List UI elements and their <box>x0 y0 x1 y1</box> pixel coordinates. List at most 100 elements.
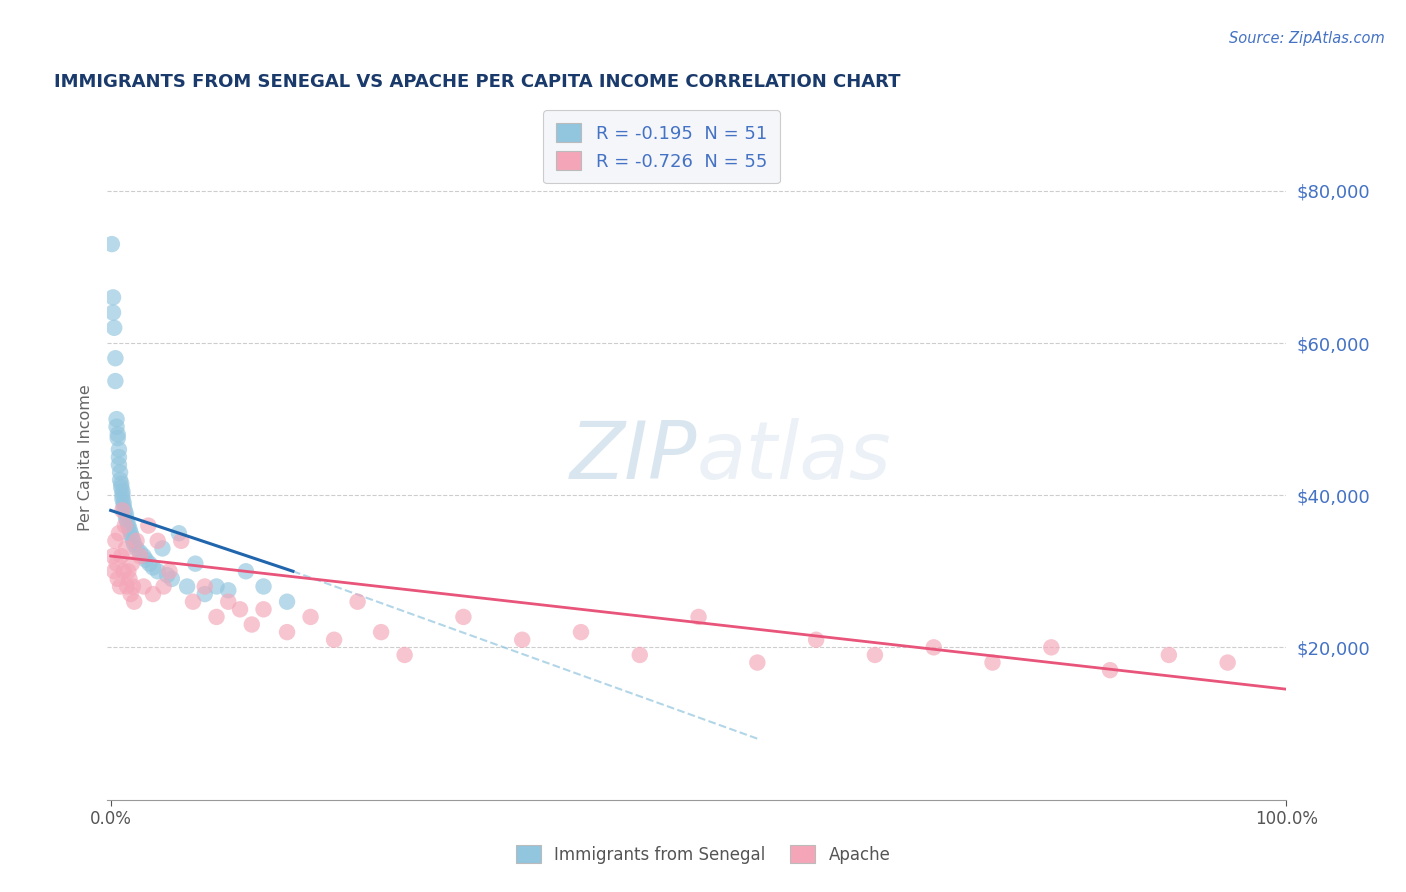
Point <box>111 491 134 506</box>
Point <box>217 583 239 598</box>
Point <box>240 617 263 632</box>
Point <box>111 503 134 517</box>
Point <box>108 442 131 457</box>
Point <box>510 632 533 647</box>
Point <box>118 523 141 537</box>
Point <box>122 579 145 593</box>
Point <box>142 587 165 601</box>
Legend: R = -0.195  N = 51, R = -0.726  N = 55: R = -0.195 N = 51, R = -0.726 N = 55 <box>543 110 779 183</box>
Point <box>142 560 165 574</box>
Point <box>103 320 125 334</box>
Point <box>108 473 131 487</box>
Point <box>114 503 136 517</box>
Point <box>394 648 416 662</box>
Point <box>132 549 155 563</box>
Point <box>146 564 169 578</box>
Point <box>112 500 135 514</box>
Point <box>276 595 298 609</box>
Text: ZIP: ZIP <box>569 418 697 496</box>
Point <box>276 625 298 640</box>
Point <box>156 568 179 582</box>
Point <box>152 541 174 556</box>
Point <box>111 484 134 499</box>
Point <box>176 579 198 593</box>
Text: atlas: atlas <box>697 418 891 496</box>
Point <box>747 656 769 670</box>
Point <box>252 579 274 593</box>
Point <box>323 632 346 647</box>
Point <box>138 557 160 571</box>
Point <box>103 564 125 578</box>
Point <box>136 518 159 533</box>
Y-axis label: Per Capita Income: Per Capita Income <box>79 384 93 531</box>
Point <box>370 625 392 640</box>
Point <box>108 579 131 593</box>
Point <box>1099 663 1122 677</box>
Point <box>229 602 252 616</box>
Legend: Immigrants from Senegal, Apache: Immigrants from Senegal, Apache <box>509 838 897 871</box>
Point <box>125 533 148 548</box>
Point <box>121 530 143 544</box>
Point <box>981 656 1004 670</box>
Point <box>101 237 124 252</box>
Point <box>184 557 207 571</box>
Point <box>804 632 827 647</box>
Point <box>107 431 129 445</box>
Point <box>235 564 257 578</box>
Point <box>105 419 128 434</box>
Point <box>129 545 152 559</box>
Point <box>104 533 127 548</box>
Point <box>194 587 217 601</box>
Point <box>110 476 132 491</box>
Point <box>104 374 127 388</box>
Point <box>688 610 710 624</box>
Point <box>117 518 139 533</box>
Point <box>205 610 228 624</box>
Text: Source: ZipAtlas.com: Source: ZipAtlas.com <box>1229 31 1385 46</box>
Point <box>120 526 142 541</box>
Point <box>1216 656 1239 670</box>
Point <box>122 533 145 548</box>
Point <box>217 595 239 609</box>
Point <box>453 610 475 624</box>
Point <box>569 625 592 640</box>
Point <box>117 564 139 578</box>
Point <box>205 579 228 593</box>
Point <box>170 533 193 548</box>
Point <box>121 557 143 571</box>
Point <box>115 541 138 556</box>
Point <box>110 481 132 495</box>
Point <box>114 518 136 533</box>
Text: IMMIGRANTS FROM SENEGAL VS APACHE PER CAPITA INCOME CORRELATION CHART: IMMIGRANTS FROM SENEGAL VS APACHE PER CA… <box>53 73 901 91</box>
Point <box>118 572 141 586</box>
Point <box>115 511 138 525</box>
Point <box>1040 640 1063 655</box>
Point <box>194 579 217 593</box>
Point <box>108 466 131 480</box>
Point <box>120 587 142 601</box>
Point <box>299 610 322 624</box>
Point <box>112 496 135 510</box>
Point <box>108 450 131 464</box>
Point <box>129 549 152 563</box>
Point <box>105 557 128 571</box>
Point <box>159 564 181 578</box>
Point <box>101 305 124 319</box>
Point <box>112 564 135 578</box>
Point <box>181 595 204 609</box>
Point <box>160 572 183 586</box>
Point <box>105 412 128 426</box>
Point <box>108 526 131 541</box>
Point <box>132 579 155 593</box>
Point <box>101 549 124 563</box>
Point <box>104 351 127 366</box>
Point <box>167 526 190 541</box>
Point <box>108 458 131 472</box>
Point <box>107 427 129 442</box>
Point <box>146 533 169 548</box>
Point <box>101 290 124 304</box>
Point <box>863 648 886 662</box>
Point <box>152 579 174 593</box>
Point <box>135 553 157 567</box>
Point <box>115 579 138 593</box>
